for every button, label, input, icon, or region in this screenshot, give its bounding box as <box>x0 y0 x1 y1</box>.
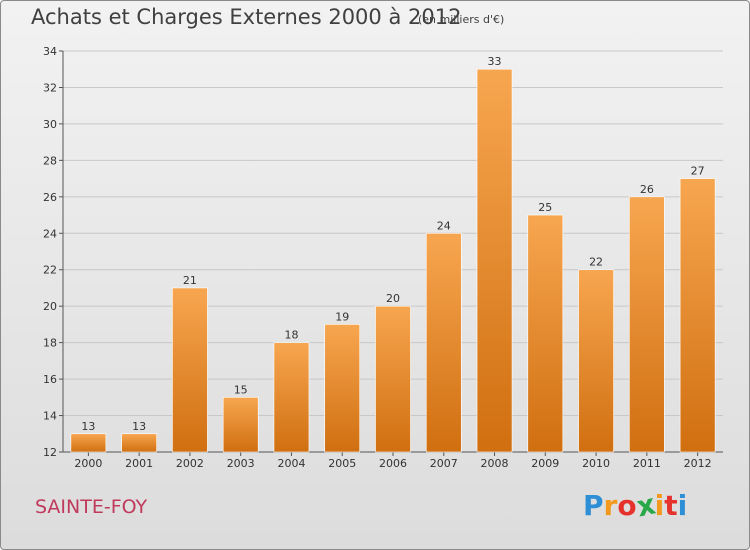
value-label-2004: 18 <box>284 329 298 342</box>
value-label-2010: 22 <box>589 256 603 269</box>
value-label-2003: 15 <box>234 383 248 396</box>
value-label-2008: 33 <box>488 55 502 68</box>
bar-2007 <box>425 232 462 453</box>
y-tick-label: 18 <box>43 337 57 350</box>
x-tick-label-2010: 2010 <box>582 457 610 470</box>
y-tick-label: 16 <box>43 373 57 386</box>
y-tick-label: 24 <box>43 227 57 240</box>
logo-letter: i <box>677 489 688 522</box>
chart-title: Achats et Charges Externes 2000 à 2012 <box>31 5 462 29</box>
value-label-2001: 13 <box>132 420 146 433</box>
proxiti-logo: Proxiti <box>583 487 688 523</box>
value-label-2000: 13 <box>81 420 95 433</box>
logo-letter: r <box>603 489 618 522</box>
bar-2003 <box>222 397 259 453</box>
value-label-2006: 20 <box>386 292 400 305</box>
y-tick-label: 26 <box>43 191 57 204</box>
y-tick-label: 32 <box>43 81 57 94</box>
bar-2010 <box>578 269 614 453</box>
x-tick-label-2001: 2001 <box>125 457 153 470</box>
bar-2000 <box>70 433 107 453</box>
location-label: SAINTE-FOY <box>35 496 148 518</box>
x-tick-label-2000: 2000 <box>74 457 102 470</box>
x-tick-label-2005: 2005 <box>328 457 356 470</box>
y-tick-label: 28 <box>43 154 57 167</box>
bar-2008 <box>476 68 513 453</box>
bar-2011 <box>629 196 665 453</box>
logo-letter: t <box>664 489 678 522</box>
logo-letter: P <box>583 489 604 522</box>
value-label-2012: 27 <box>691 165 705 178</box>
bar-2009 <box>527 214 564 453</box>
bar-2004 <box>273 342 310 453</box>
y-tick-label: 12 <box>43 446 57 459</box>
value-label-2007: 24 <box>437 219 451 232</box>
bar-2005 <box>324 324 361 453</box>
y-tick-label: 20 <box>43 300 57 313</box>
logo-letter: i <box>654 489 665 522</box>
bar-layer: 13 13 21 15 18 19 20 24 33 25 22 26 27 <box>70 55 716 453</box>
bar-2006 <box>375 305 411 453</box>
bar-2002 <box>172 287 208 453</box>
logo-letter: o <box>617 489 637 522</box>
value-label-2002: 21 <box>183 274 197 287</box>
x-tick-label-2008: 2008 <box>481 457 509 470</box>
y-tick-label: 22 <box>43 264 57 277</box>
bar-chart: 12 14 16 18 20 22 24 26 28 30 32 34 2000 2001 2002 2003… <box>43 45 723 470</box>
y-tick-label: 14 <box>43 410 57 423</box>
chart-subtitle: (en milliers d'€) <box>418 13 505 26</box>
value-label-2009: 25 <box>538 201 552 214</box>
x-tick-label-2003: 2003 <box>227 457 255 470</box>
bar-2012 <box>679 178 716 453</box>
x-tick-label-2011: 2011 <box>633 457 661 470</box>
y-tick-label: 30 <box>43 118 57 131</box>
x-tick-label-2009: 2009 <box>531 457 559 470</box>
x-tick-label-2006: 2006 <box>379 457 407 470</box>
value-label-2011: 26 <box>640 183 654 196</box>
x-tick-label-2007: 2007 <box>430 457 458 470</box>
value-label-2005: 19 <box>335 310 349 323</box>
y-tick-label: 34 <box>43 45 57 58</box>
x-tick-label-2004: 2004 <box>277 457 305 470</box>
x-tick-label-2002: 2002 <box>176 457 204 470</box>
bar-2001 <box>121 433 157 453</box>
x-tick-label-2012: 2012 <box>684 457 712 470</box>
